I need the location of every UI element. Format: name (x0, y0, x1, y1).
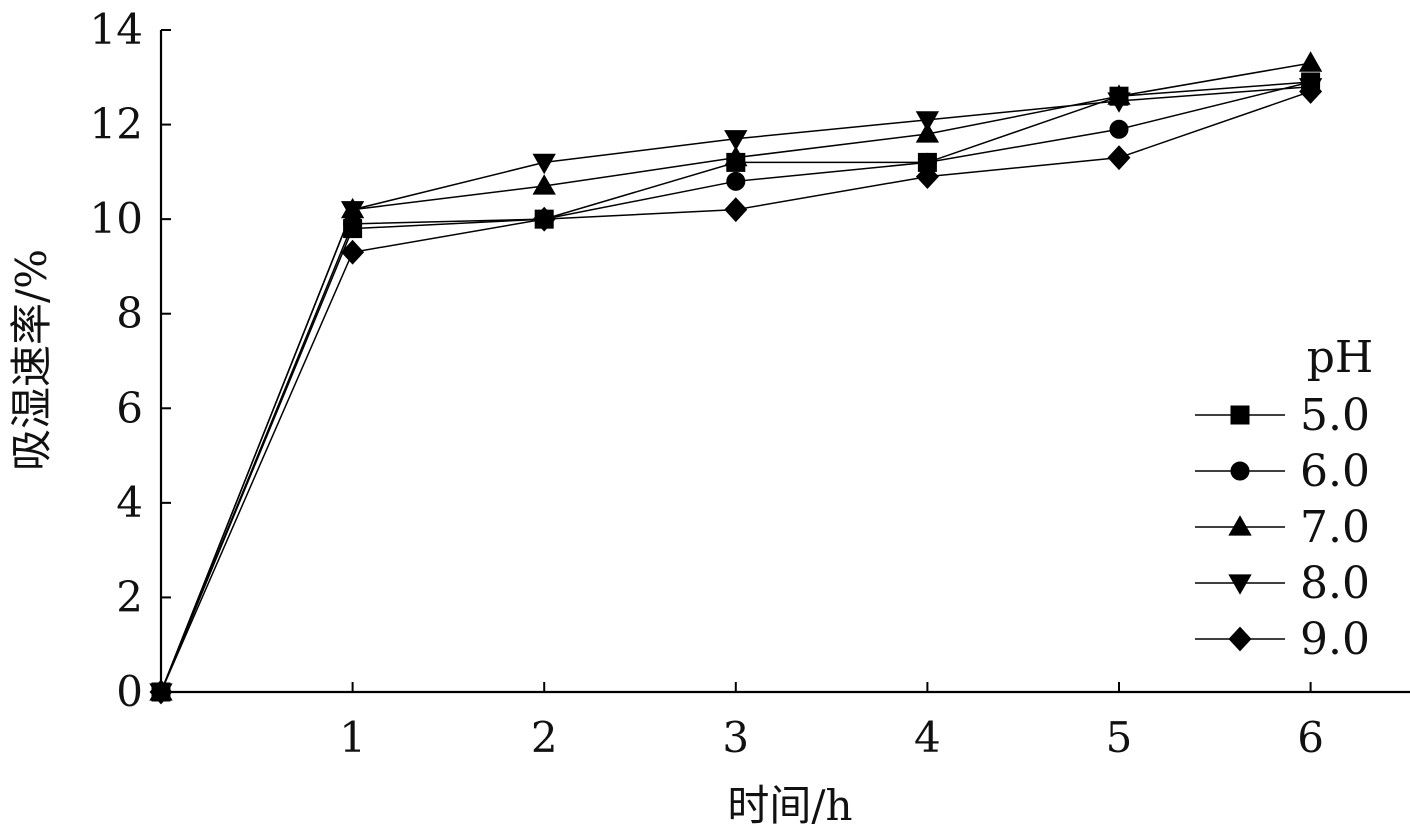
y-tick-label: 10 (90, 194, 143, 243)
legend-label: 7.0 (1300, 502, 1370, 553)
legend-label: 8.0 (1300, 558, 1370, 609)
data-point (915, 111, 940, 132)
x-tick-label: 1 (339, 713, 366, 762)
y-tick-label: 8 (116, 289, 143, 338)
x-axis-title: 时间/h (727, 781, 852, 830)
legend-label: 6.0 (1300, 446, 1370, 497)
legend-item-5.0: 5.0 (1195, 390, 1370, 441)
y-tick-label: 12 (90, 100, 143, 149)
data-point (915, 122, 940, 143)
data-point (532, 153, 556, 175)
data-point (724, 197, 748, 223)
y-tick-label: 14 (90, 5, 143, 54)
x-tick-label: 4 (914, 713, 941, 762)
series-layer (149, 51, 1323, 705)
series-5.0 (151, 72, 1321, 702)
y-tick-label: 0 (116, 667, 143, 716)
data-point (1109, 119, 1129, 139)
legend-marker (1228, 515, 1252, 536)
data-point (915, 164, 939, 190)
legend-item-9.0: 9.0 (1195, 614, 1370, 665)
y-tick-label: 4 (116, 478, 143, 527)
y-tick-label: 6 (116, 383, 143, 432)
legend-marker (1228, 574, 1252, 595)
data-point (726, 171, 746, 191)
x-tick-label: 2 (531, 713, 558, 762)
series-9.0 (149, 79, 1323, 705)
legend-label: 9.0 (1300, 614, 1370, 665)
legend: pH 5.06.07.08.09.0 (1195, 332, 1373, 665)
data-point (1107, 92, 1131, 113)
data-point (532, 174, 556, 195)
x-tick-label: 3 (722, 713, 749, 762)
data-point (1299, 79, 1323, 104)
data-point (532, 206, 556, 232)
legend-item-6.0: 6.0 (1195, 446, 1370, 497)
legend-title: pH (1307, 332, 1374, 383)
legend-item-7.0: 7.0 (1195, 502, 1370, 553)
data-point (724, 145, 748, 167)
data-point (724, 130, 748, 151)
data-point (341, 239, 365, 265)
axes (159, 30, 1410, 694)
data-point (1298, 51, 1323, 72)
x-tick-label: 5 (1106, 713, 1133, 762)
legend-marker (1230, 461, 1250, 481)
data-point (340, 201, 365, 222)
x-tick-label: 6 (1297, 713, 1324, 762)
y-tick-label: 2 (116, 572, 143, 621)
legend-label: 5.0 (1300, 390, 1370, 441)
legend-item-8.0: 8.0 (1195, 558, 1370, 609)
data-point (1107, 145, 1131, 171)
legend-marker (1228, 626, 1252, 652)
y-axis-title: 吸湿速率/% (7, 249, 56, 471)
legend-marker (1230, 405, 1250, 425)
data-point (149, 679, 173, 705)
